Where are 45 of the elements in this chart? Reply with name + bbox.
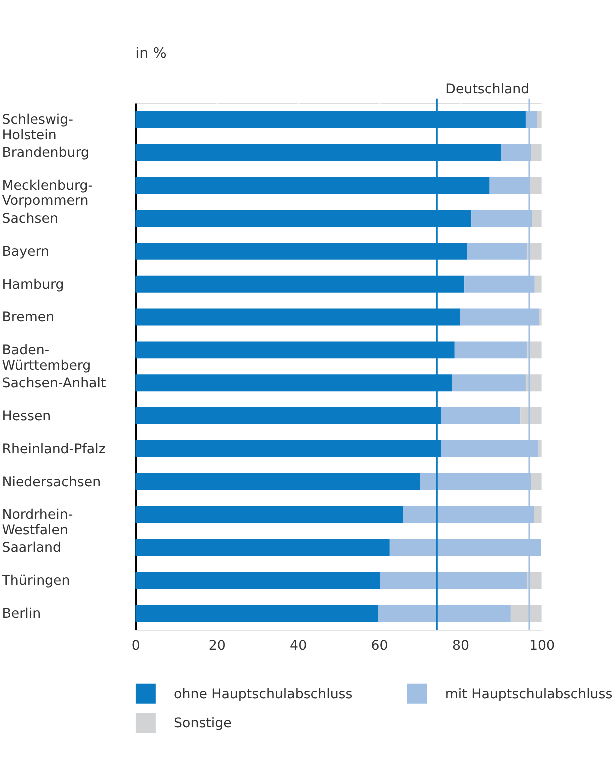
y-tick-label: Hamburg [2, 278, 64, 293]
bar [531, 473, 542, 490]
bar [539, 308, 542, 326]
ref-line-label: Deutschland [446, 82, 530, 98]
bar [531, 144, 542, 162]
x-tick-label: 0 [132, 639, 140, 654]
bar [534, 506, 542, 524]
x-tick-label: 100 [529, 639, 556, 654]
bar [136, 572, 380, 590]
y-tick-label: Sachsen-Anhalt [2, 376, 106, 392]
bar [530, 177, 542, 194]
y-tick-label: Brandenburg [2, 146, 90, 162]
x-tick-label: 20 [208, 639, 226, 654]
y-tick-label: Schleswig-Holstein [2, 113, 74, 144]
bar [538, 440, 542, 458]
x-tick-label: 60 [371, 639, 388, 654]
x-tick-label: 40 [290, 639, 308, 654]
legend-label: mit Hauptschulabschluss [445, 687, 613, 702]
bar [510, 605, 542, 622]
bar [537, 111, 542, 128]
chart-title: in % [136, 46, 167, 62]
y-tick-label: Sachsen [2, 212, 58, 227]
y-tick-label: Berlin [2, 606, 42, 622]
bar [136, 506, 404, 524]
legend-label: Sonstige [174, 716, 232, 732]
y-tick-label: Mecklenburg-Vorpommern [2, 179, 94, 210]
y-tick-label: Baden-Württemberg [2, 344, 92, 374]
legend-label: ohne Hauptschulabschluss [174, 687, 353, 702]
bar [534, 276, 542, 293]
y-tick-label: Bremen [2, 310, 55, 326]
bar [378, 605, 511, 622]
y-tick-label: Bayern [2, 244, 50, 260]
y-tick-label: Saarland [2, 541, 62, 556]
x-tick-label: 80 [452, 639, 470, 654]
bar [136, 605, 378, 622]
bar [452, 374, 526, 392]
bar [441, 408, 521, 424]
y-tick-label: Hessen [2, 409, 52, 424]
y-tick-label: Rheinland-Pfalz [2, 442, 106, 458]
bar [136, 539, 390, 556]
y-tick-label: Nordrhein-Westfalen [2, 508, 74, 538]
y-tick-label: Thüringen [1, 574, 70, 590]
bar [532, 210, 542, 227]
bar [136, 473, 420, 490]
y-tick-label: Niedersachsen [2, 475, 102, 490]
